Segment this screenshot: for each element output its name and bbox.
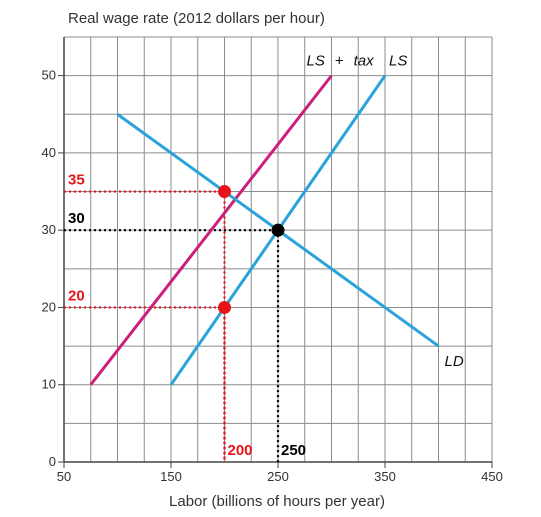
- points: [218, 185, 285, 314]
- labels: Real wage rate (2012 dollars per hour) L…: [68, 10, 464, 510]
- x-tick-label: 150: [160, 469, 182, 484]
- annotation-label-30: 30: [68, 210, 85, 227]
- series-label-ld: LD: [445, 353, 464, 370]
- annotation-label-35: 35: [68, 172, 85, 189]
- annotation-label-250: 250: [281, 442, 306, 459]
- data-point: [218, 185, 231, 199]
- y-tick-label: 30: [42, 222, 56, 237]
- y-axis-title: Real wage rate (2012 dollars per hour): [68, 10, 325, 27]
- guide-lines: [64, 190, 280, 462]
- x-tick-label: 450: [481, 469, 503, 484]
- data-point: [271, 223, 285, 237]
- y-tick-label: 40: [42, 145, 56, 160]
- data-point: [218, 300, 231, 314]
- annotation-label-200: 200: [228, 442, 253, 459]
- series-line-ls-tax: [89, 74, 333, 386]
- grid: [63, 36, 493, 463]
- x-axis-title: Labor (billions of hours per year): [169, 493, 385, 510]
- series-label-ls: LS: [389, 53, 407, 70]
- y-tick-label: 0: [49, 454, 56, 469]
- y-tick-label: 10: [42, 377, 56, 392]
- x-tick-label: 50: [57, 469, 71, 484]
- y-tick-label: 20: [42, 299, 56, 314]
- x-tick-label: 350: [374, 469, 396, 484]
- y-tick-label: 50: [42, 68, 56, 83]
- series-label-ls-plus-tax: LS + tax: [307, 53, 375, 70]
- x-tick-label: 250: [267, 469, 289, 484]
- axes: 50 150 250 350 450 0 10 20 30 40 50: [42, 37, 503, 484]
- annotation-label-20: 20: [68, 287, 85, 304]
